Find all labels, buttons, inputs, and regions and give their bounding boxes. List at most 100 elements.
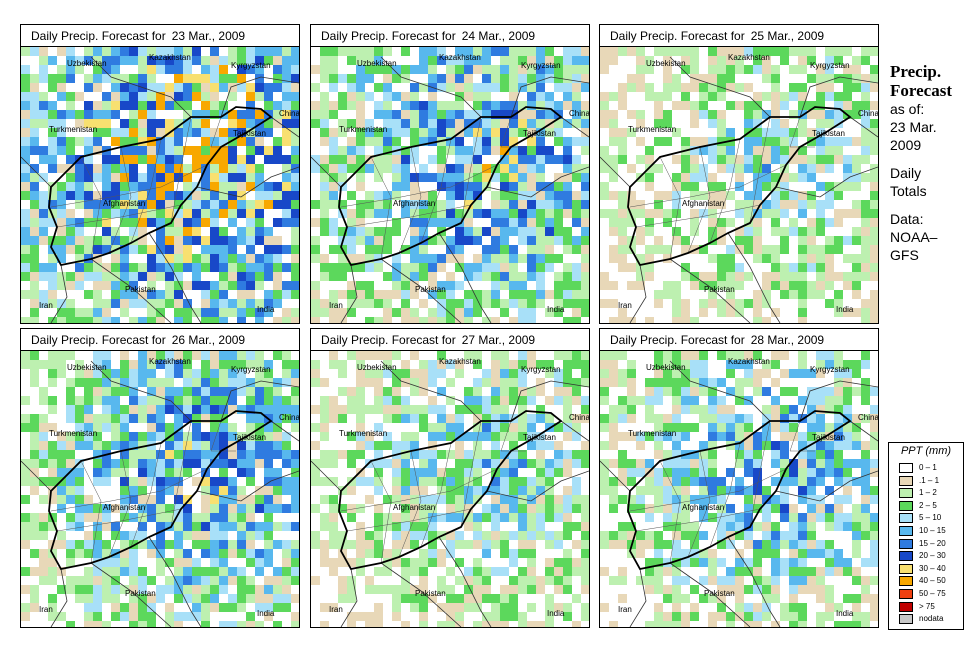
precip-cell <box>66 513 75 522</box>
precip-cell <box>699 360 708 369</box>
precip-cell <box>165 254 174 263</box>
precip-cell <box>527 549 536 558</box>
precip-cell <box>852 423 861 432</box>
precip-cell <box>807 254 816 263</box>
precip-cell <box>563 522 572 531</box>
precip-cell <box>129 182 138 191</box>
precip-cell <box>527 396 536 405</box>
country-border <box>486 470 589 502</box>
precip-cell <box>255 567 264 576</box>
precip-cell <box>563 74 572 83</box>
precip-cell <box>843 522 852 531</box>
precip-cell <box>102 414 111 423</box>
precip-cell <box>192 441 201 450</box>
province-border <box>130 442 162 548</box>
precip-cell <box>491 101 500 110</box>
precip-cell <box>500 47 509 56</box>
precip-cell <box>527 110 536 119</box>
precip-cell <box>600 191 609 200</box>
precip-cell <box>708 272 717 281</box>
precip-cell <box>282 137 291 146</box>
precip-cell <box>255 308 264 317</box>
precip-cell <box>437 477 446 486</box>
precip-cell <box>383 369 392 378</box>
precip-cell <box>201 299 210 308</box>
precip-cell <box>672 540 681 549</box>
precip-cell <box>780 495 789 504</box>
precip-cell <box>609 432 618 441</box>
precip-cell <box>446 432 455 441</box>
precip-cell <box>48 396 57 405</box>
precip-cell <box>726 522 735 531</box>
country-border <box>669 258 751 323</box>
precip-cell <box>102 378 111 387</box>
precip-cell <box>264 387 273 396</box>
precip-cell <box>518 576 527 585</box>
precip-cell <box>464 74 473 83</box>
precip-cell <box>21 164 30 173</box>
legend-item: 20 – 30 <box>899 551 959 562</box>
precip-cell <box>48 594 57 603</box>
precip-cell <box>291 137 299 146</box>
precip-cell <box>500 477 509 486</box>
precip-cell <box>825 119 834 128</box>
precip-cell <box>93 468 102 477</box>
precip-cell <box>446 182 455 191</box>
precip-cell <box>57 47 66 56</box>
precip-cell <box>500 308 509 317</box>
precip-cell <box>527 173 536 182</box>
precip-cell <box>273 191 282 200</box>
precip-cell <box>291 504 299 513</box>
precip-cell <box>210 558 219 567</box>
place-label-kazakhstan: Kazakhstan <box>439 357 481 366</box>
precip-cell <box>111 110 120 119</box>
precip-cell <box>536 486 545 495</box>
precip-cell <box>102 155 111 164</box>
precip-cell <box>870 603 878 612</box>
precip-cell <box>329 56 338 65</box>
precip-cell <box>383 47 392 56</box>
precip-cell <box>183 531 192 540</box>
precip-cell <box>102 585 111 594</box>
precip-cell <box>744 495 753 504</box>
precip-cell <box>744 567 753 576</box>
precip-cell <box>228 423 237 432</box>
precip-cell <box>273 387 282 396</box>
precip-cell <box>717 110 726 119</box>
precip-cell <box>66 477 75 486</box>
afghanistan-border <box>627 410 852 571</box>
precip-cell <box>663 360 672 369</box>
precip-cell <box>771 272 780 281</box>
precip-cell <box>273 486 282 495</box>
precip-cell <box>48 369 57 378</box>
precip-cell <box>753 218 762 227</box>
precip-cell <box>120 281 129 290</box>
precip-cell <box>255 128 264 137</box>
precip-cell <box>545 200 554 209</box>
precip-cell <box>491 74 500 83</box>
precip-cell <box>347 137 356 146</box>
precip-cell <box>246 360 255 369</box>
province-border <box>635 204 761 228</box>
precip-cell <box>210 137 219 146</box>
precip-cell <box>219 567 228 576</box>
precip-cell <box>129 209 138 218</box>
precip-cell <box>798 290 807 299</box>
precip-cell <box>383 441 392 450</box>
precip-cell <box>365 495 374 504</box>
precip-cell <box>717 74 726 83</box>
precip-cell <box>636 65 645 74</box>
precip-cell <box>473 441 482 450</box>
precip-cell <box>428 396 437 405</box>
precip-cell <box>645 621 654 627</box>
precip-cell <box>392 65 401 74</box>
precip-cell <box>654 531 663 540</box>
precip-cell <box>563 56 572 65</box>
precip-cell <box>419 263 428 272</box>
precip-cell <box>690 218 699 227</box>
precip-cell <box>509 576 518 585</box>
precip-cell <box>708 155 717 164</box>
precip-cell <box>672 504 681 513</box>
precip-cell <box>273 423 282 432</box>
precip-cell <box>509 468 518 477</box>
